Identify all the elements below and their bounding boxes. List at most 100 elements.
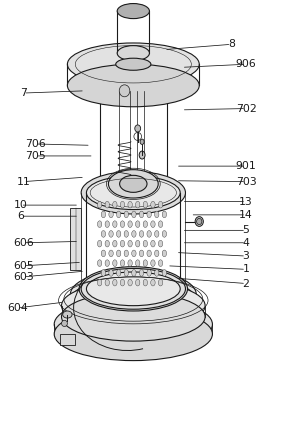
Circle shape [124, 269, 128, 276]
Bar [70, 208, 81, 270]
Ellipse shape [100, 75, 167, 102]
Text: 605: 605 [13, 261, 34, 271]
Circle shape [124, 231, 128, 237]
Ellipse shape [70, 276, 196, 326]
Ellipse shape [135, 125, 141, 132]
Circle shape [136, 240, 140, 247]
Circle shape [117, 231, 121, 237]
Text: 604: 604 [7, 303, 28, 313]
Circle shape [139, 211, 144, 218]
Text: 705: 705 [25, 151, 45, 161]
Circle shape [117, 211, 121, 218]
Ellipse shape [117, 46, 149, 61]
Circle shape [143, 280, 147, 286]
Circle shape [151, 240, 155, 247]
Ellipse shape [79, 267, 188, 311]
Text: 603: 603 [13, 272, 34, 282]
Circle shape [162, 231, 167, 237]
Circle shape [128, 221, 132, 228]
Circle shape [159, 280, 163, 286]
Circle shape [113, 280, 117, 286]
Ellipse shape [62, 320, 67, 326]
Ellipse shape [81, 171, 185, 214]
Text: 3: 3 [243, 251, 250, 261]
Circle shape [128, 280, 132, 286]
Circle shape [101, 211, 106, 218]
Circle shape [124, 250, 128, 256]
Circle shape [139, 231, 144, 237]
Circle shape [143, 201, 147, 208]
Text: 4: 4 [243, 238, 250, 248]
Circle shape [159, 221, 163, 228]
Ellipse shape [62, 292, 205, 341]
Circle shape [105, 240, 110, 247]
Circle shape [105, 280, 110, 286]
Circle shape [147, 211, 151, 218]
Circle shape [162, 211, 167, 218]
Circle shape [117, 269, 121, 276]
Text: 5: 5 [243, 225, 250, 235]
Ellipse shape [195, 217, 203, 226]
Ellipse shape [70, 270, 196, 319]
Text: 703: 703 [236, 177, 256, 187]
Ellipse shape [117, 4, 149, 19]
Text: 702: 702 [236, 104, 256, 113]
Circle shape [132, 269, 136, 276]
Circle shape [139, 250, 144, 256]
Text: 901: 901 [236, 161, 256, 171]
Circle shape [105, 260, 110, 267]
Text: 10: 10 [13, 200, 28, 210]
Ellipse shape [119, 85, 130, 97]
Text: 2: 2 [243, 279, 250, 288]
Circle shape [151, 201, 155, 208]
Text: 706: 706 [25, 139, 45, 149]
Circle shape [159, 260, 163, 267]
Ellipse shape [62, 281, 205, 330]
Circle shape [155, 250, 159, 256]
Ellipse shape [63, 311, 72, 318]
Ellipse shape [197, 218, 202, 225]
Circle shape [132, 211, 136, 218]
Circle shape [155, 269, 159, 276]
Circle shape [117, 250, 121, 256]
Ellipse shape [67, 43, 199, 85]
Ellipse shape [86, 176, 180, 210]
Ellipse shape [120, 175, 147, 192]
Circle shape [143, 221, 147, 228]
Circle shape [97, 221, 102, 228]
Circle shape [147, 231, 151, 237]
Circle shape [139, 269, 144, 276]
Circle shape [109, 211, 113, 218]
Text: 606: 606 [13, 238, 34, 248]
Circle shape [120, 240, 125, 247]
Circle shape [105, 201, 110, 208]
Circle shape [101, 250, 106, 256]
Circle shape [162, 250, 167, 256]
Ellipse shape [140, 139, 144, 144]
Circle shape [124, 211, 128, 218]
Text: 11: 11 [17, 177, 30, 187]
Ellipse shape [67, 64, 199, 107]
Circle shape [113, 260, 117, 267]
Circle shape [113, 221, 117, 228]
Circle shape [113, 201, 117, 208]
Circle shape [147, 269, 151, 276]
Bar [60, 334, 75, 345]
Ellipse shape [54, 298, 212, 351]
Ellipse shape [100, 179, 167, 206]
Circle shape [128, 201, 132, 208]
Circle shape [113, 240, 117, 247]
Circle shape [105, 221, 110, 228]
Ellipse shape [139, 151, 145, 159]
Text: 6: 6 [17, 211, 24, 221]
Circle shape [136, 201, 140, 208]
Circle shape [120, 201, 125, 208]
Circle shape [136, 260, 140, 267]
Circle shape [120, 260, 125, 267]
Circle shape [97, 280, 102, 286]
Circle shape [109, 269, 113, 276]
Circle shape [147, 250, 151, 256]
Circle shape [159, 201, 163, 208]
Text: 7: 7 [20, 88, 27, 98]
Circle shape [136, 280, 140, 286]
